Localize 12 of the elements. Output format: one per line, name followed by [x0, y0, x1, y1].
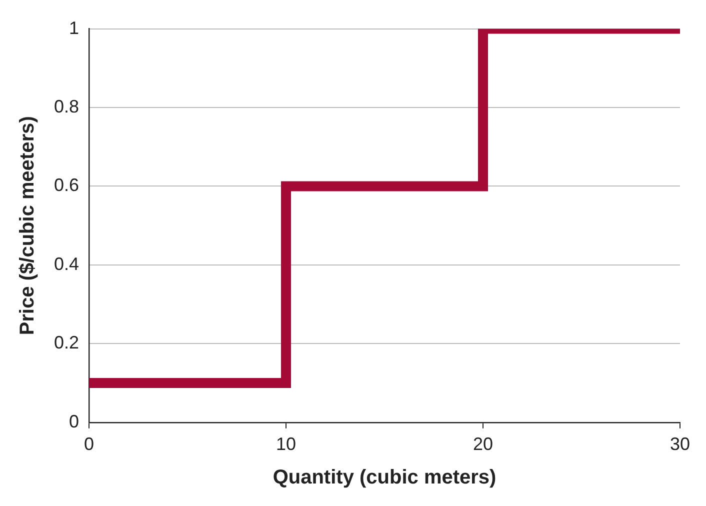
x-tick-label: 0 — [84, 434, 94, 454]
y-tick-label: 0.2 — [54, 332, 80, 353]
y-axis-title: Price ($/cubic meeters) — [16, 116, 39, 336]
y-tick-label: 0.4 — [54, 254, 80, 274]
y-tick-label: 0.8 — [54, 96, 80, 116]
y-tick-label: 0.6 — [54, 175, 80, 196]
x-axis-title: Quantity (cubic meters) — [272, 466, 496, 489]
y-tick-label: 1 — [69, 18, 80, 38]
x-tick-label: 10 — [276, 434, 296, 454]
x-tick-label: 20 — [472, 434, 494, 454]
x-tick-label: 30 — [670, 434, 690, 454]
y-tick-label: 0 — [69, 411, 80, 432]
